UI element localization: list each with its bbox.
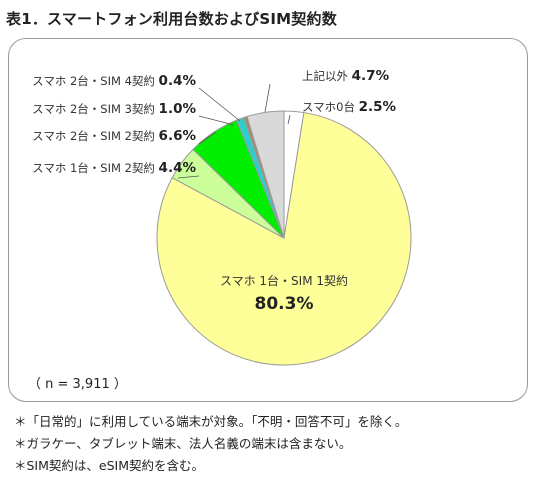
slice-category-label: スマホ 2台・SIM 3契約 [32, 102, 158, 116]
pie-slices [156, 110, 412, 366]
slice-label: スマホ 2台・SIM 3契約 1.0% [32, 101, 196, 117]
slice-label: スマホ 1台・SIM 2契約 4.4% [32, 160, 196, 176]
leader-line [198, 115, 235, 126]
leader-line [177, 175, 200, 179]
leader-line [198, 87, 241, 122]
pie-slice [156, 111, 412, 366]
slice-labels: スマホ0台 2.5% スマホ 1台・SIM 1契約 80.3% スマホ 1台・SIM … [32, 68, 396, 314]
slice-label: スマホ0台 2.5% [302, 99, 397, 115]
slice-category-label: 上記以外 [302, 69, 352, 83]
slice-category-label: スマホ0台 [302, 100, 359, 114]
slice-category-label: スマホ 1台・SIM 2契約 [32, 161, 158, 175]
sample-size-note: （ n = 3,911 ） [28, 377, 127, 392]
footnote: ＊「日常的」に利用している端末が対象。「不明・回答不可」を除く。 [14, 414, 408, 429]
slice-value-label: 0.4% [159, 73, 197, 89]
slice-category-label: スマホ 2台・SIM 2契約 [32, 129, 158, 143]
pie-slice [246, 110, 285, 239]
slice-category-label: スマホ 1台・SIM 1契約 [220, 273, 348, 288]
slice-value-label: 2.5% [359, 99, 397, 115]
slice-label: スマホ 2台・SIM 4契約 0.4% [32, 73, 196, 89]
leader-lines [177, 83, 291, 179]
slice-value-label: 4.7% [352, 68, 390, 84]
slice-value-label: 4.4% [159, 160, 197, 176]
leader-line [198, 131, 217, 145]
slice-value-label: 80.3% [255, 294, 314, 314]
slice-value-label: 1.0% [159, 101, 197, 117]
slice-category-label: スマホ 2台・SIM 4契約 [32, 74, 158, 88]
leader-line [287, 114, 291, 125]
footnote: ＊SIM契約は、eSIM契約を含む。 [14, 458, 205, 473]
footnote: ＊ガラケー、タブレット端末、法人名義の端末は含まない。 [14, 436, 352, 451]
slice-label: スマホ 2台・SIM 2契約 6.6% [32, 128, 196, 144]
chart-title: 表1．スマートフォン利用台数およびSIM契約数 [6, 10, 337, 28]
leader-line [264, 83, 271, 113]
footnotes: ＊「日常的」に利用している端末が対象。「不明・回答不可」を除く。 ＊ガラケー、タ… [14, 411, 407, 477]
slice-label: 上記以外 4.7% [302, 68, 390, 84]
slice-value-label: 6.6% [159, 128, 197, 144]
